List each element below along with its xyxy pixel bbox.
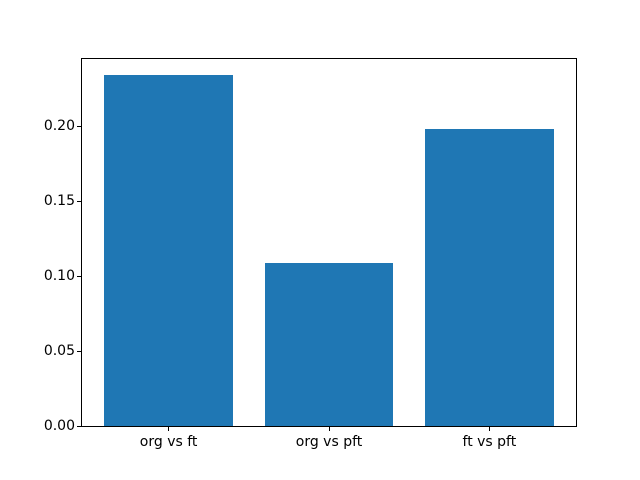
y-tick-label: 0.15 xyxy=(43,193,75,210)
y-tick-mark xyxy=(77,425,81,427)
x-tick-label: org vs ft xyxy=(139,434,198,450)
y-tick-label: 0.10 xyxy=(43,268,75,285)
bar-org-vs-pft xyxy=(264,262,394,426)
y-tick-mark xyxy=(77,275,81,277)
y-tick-mark xyxy=(77,350,81,352)
x-tick-mark xyxy=(488,427,490,431)
bar-org-vs-ft xyxy=(104,75,233,426)
x-tick-label: org vs pft xyxy=(295,434,363,450)
x-tick-mark xyxy=(328,427,330,431)
x-tick-label: ft vs pft xyxy=(462,434,517,450)
y-tick-label: 0.00 xyxy=(43,418,75,434)
y-tick-label: 0.20 xyxy=(43,118,75,135)
x-tick-mark xyxy=(168,427,170,431)
bar-ft-vs-pft xyxy=(425,129,554,426)
y-tick-mark xyxy=(77,200,81,202)
y-tick-mark xyxy=(77,125,81,127)
y-tick-label: 0.05 xyxy=(43,343,75,359)
plot-area xyxy=(81,58,577,427)
